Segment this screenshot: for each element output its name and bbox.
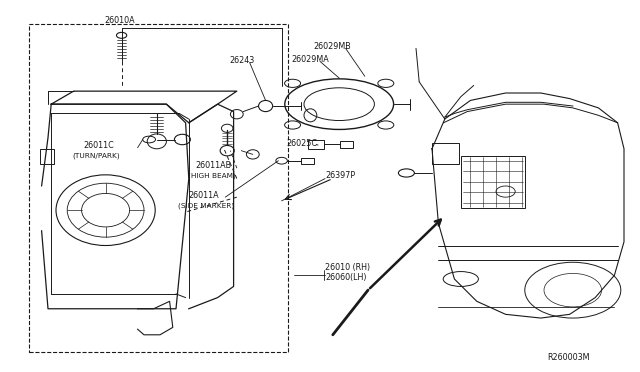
Bar [432, 143, 459, 164]
Text: 26011A: 26011A [189, 191, 220, 200]
Text: 26029MB: 26029MB [314, 42, 351, 51]
Text: 26243: 26243 [229, 56, 254, 65]
Text: 26029MA: 26029MA [291, 55, 329, 64]
Text: (HIGH BEAM): (HIGH BEAM) [188, 172, 236, 179]
Bar [40, 149, 54, 164]
Bar [29, 24, 288, 352]
Text: (TURN/PARK): (TURN/PARK) [72, 153, 120, 160]
Text: 26011AB: 26011AB [195, 161, 231, 170]
Text: 26010 (RH): 26010 (RH) [325, 263, 371, 272]
Bar [340, 141, 353, 148]
Text: 26397P: 26397P [325, 171, 355, 180]
Text: 26060(LH): 26060(LH) [325, 273, 367, 282]
Text: 26011C: 26011C [83, 141, 114, 150]
Text: R260003M: R260003M [547, 353, 589, 362]
Text: 26025C: 26025C [287, 139, 317, 148]
Text: 26010A: 26010A [104, 16, 135, 25]
Text: (SIDE MARKER): (SIDE MARKER) [178, 202, 234, 209]
Bar [308, 140, 324, 149]
Bar [461, 156, 525, 208]
Bar [301, 158, 314, 164]
